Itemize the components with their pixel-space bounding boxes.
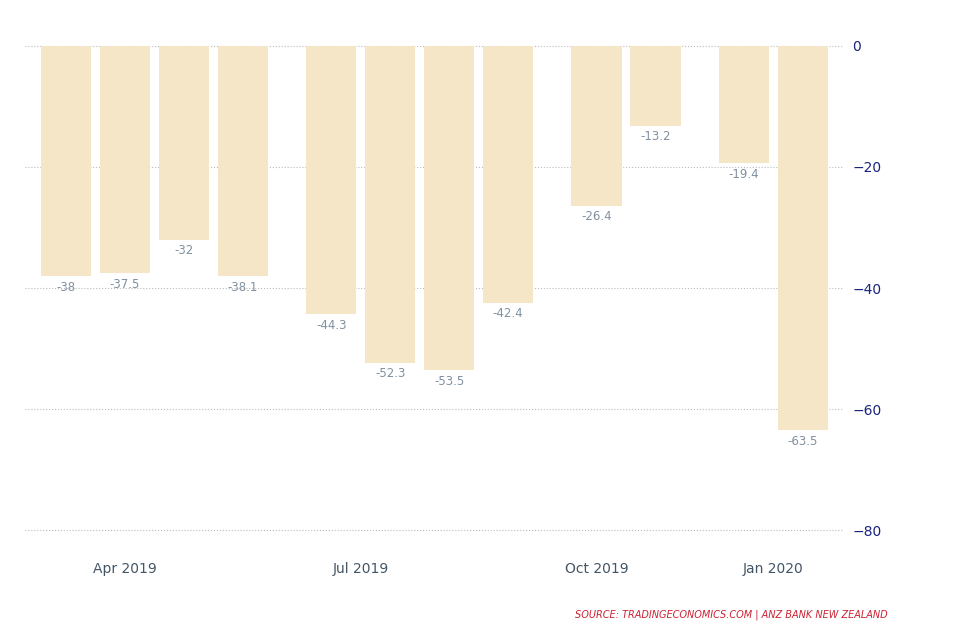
Bar [423, 46, 474, 370]
Bar [777, 46, 827, 431]
Text: -53.5: -53.5 [434, 375, 464, 388]
Text: -38.1: -38.1 [228, 281, 257, 294]
Text: -42.4: -42.4 [493, 307, 523, 321]
Bar [719, 46, 768, 163]
Bar [41, 46, 91, 276]
Text: -38: -38 [56, 280, 75, 294]
Text: -26.4: -26.4 [580, 211, 611, 223]
Bar [306, 46, 355, 314]
Bar [217, 46, 268, 277]
Bar [100, 46, 150, 273]
Text: -13.2: -13.2 [639, 130, 670, 144]
Bar [365, 46, 415, 363]
Text: -44.3: -44.3 [315, 319, 346, 332]
Text: -52.3: -52.3 [375, 368, 405, 380]
Text: -37.5: -37.5 [110, 278, 140, 291]
Text: SOURCE: TRADINGECONOMICS.COM | ANZ BANK NEW ZEALAND: SOURCE: TRADINGECONOMICS.COM | ANZ BANK … [574, 609, 886, 620]
Bar [482, 46, 533, 303]
Text: -63.5: -63.5 [787, 435, 818, 448]
Text: -32: -32 [174, 244, 193, 258]
Bar [571, 46, 621, 205]
Bar [630, 46, 679, 125]
Text: -19.4: -19.4 [728, 168, 759, 181]
Bar [158, 46, 209, 240]
